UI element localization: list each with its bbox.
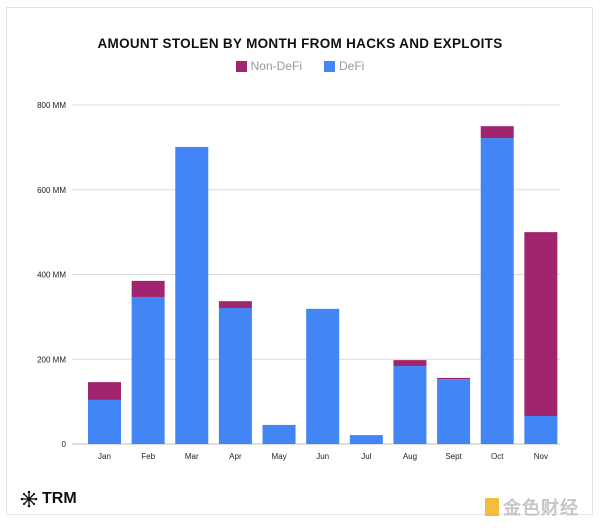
bar-non-defi-oct bbox=[480, 126, 514, 139]
watermark-text: 金色财经 bbox=[503, 498, 579, 519]
y-tick-label: 200 MM bbox=[37, 355, 66, 364]
legend-label-defi: DeFi bbox=[339, 59, 365, 73]
x-tick-label: Jun bbox=[316, 452, 329, 461]
x-tick-label: Feb bbox=[141, 452, 155, 461]
bar-non-defi-nov bbox=[524, 232, 558, 417]
bar-defi-mar bbox=[175, 146, 209, 445]
bar-defi-sept bbox=[437, 379, 471, 444]
trm-logo-text: TRM bbox=[42, 490, 77, 507]
watermark: 金色财经 bbox=[485, 494, 579, 520]
chart-frame bbox=[6, 7, 593, 515]
x-tick-label: Jan bbox=[98, 452, 111, 461]
bar-defi-nov bbox=[524, 416, 558, 444]
legend-swatch-non-defi bbox=[235, 60, 247, 72]
x-tick-label: May bbox=[271, 452, 286, 461]
chart-legend: Non-DeFi DeFi bbox=[0, 59, 600, 73]
trm-asterisk-icon bbox=[20, 490, 38, 508]
x-tick-label: Mar bbox=[185, 452, 199, 461]
x-tick-label: Oct bbox=[491, 452, 504, 461]
bar-defi-jan bbox=[88, 399, 121, 444]
watermark-logo-icon bbox=[485, 498, 499, 516]
legend-label-non-defi: Non-DeFi bbox=[250, 59, 302, 73]
bar-non-defi-apr bbox=[218, 301, 252, 308]
bar-defi-jun bbox=[306, 308, 340, 444]
bar-non-defi-sept bbox=[437, 377, 471, 380]
bar-defi-apr bbox=[218, 307, 252, 444]
bar-defi-oct bbox=[480, 138, 514, 445]
y-tick-label: 600 MM bbox=[37, 186, 66, 195]
legend-item-non-defi: Non-DeFi bbox=[235, 59, 302, 73]
y-tick-label: 800 MM bbox=[37, 101, 66, 110]
legend-item-defi: DeFi bbox=[324, 59, 364, 73]
bar-non-defi-aug bbox=[393, 360, 427, 367]
bar-non-defi-jan bbox=[88, 382, 121, 400]
legend-swatch-defi bbox=[324, 60, 335, 72]
bar-non-defi-feb bbox=[131, 280, 165, 297]
bar-defi-may bbox=[262, 424, 296, 444]
x-tick-label: Jul bbox=[361, 452, 371, 461]
y-tick-label: 400 MM bbox=[37, 271, 66, 280]
y-tick-label: 0 bbox=[62, 440, 67, 449]
bar-defi-feb bbox=[131, 296, 165, 444]
bar-defi-aug bbox=[393, 366, 427, 444]
chart-title: AMOUNT STOLEN BY MONTH FROM HACKS AND EX… bbox=[97, 36, 503, 51]
trm-logo: TRM bbox=[20, 490, 77, 508]
x-tick-label: Nov bbox=[534, 452, 548, 461]
x-tick-label: Sept bbox=[445, 452, 462, 461]
bar-defi-jul bbox=[349, 435, 383, 444]
x-tick-label: Apr bbox=[229, 452, 242, 461]
x-tick-label: Aug bbox=[403, 452, 417, 461]
